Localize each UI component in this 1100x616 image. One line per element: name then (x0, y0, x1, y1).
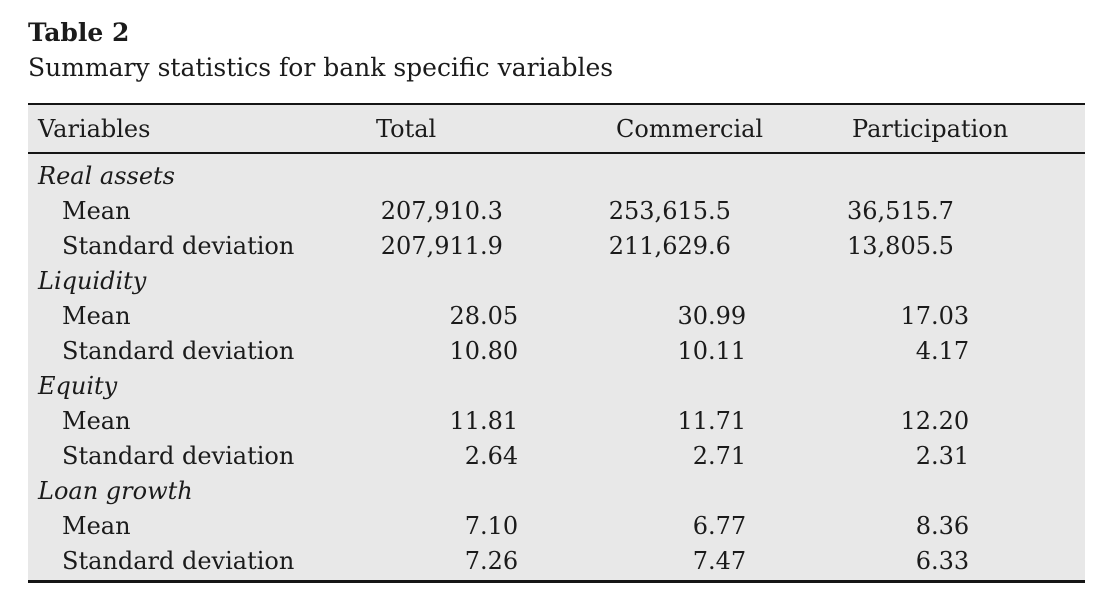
value-participation-int: 36,515 (847, 197, 931, 225)
table-caption: Table 2 Summary statistics for bank spec… (28, 16, 613, 86)
value-total-frac: .3 (480, 197, 503, 225)
value-commercial-int: 30 (677, 302, 708, 330)
value-total-frac: .26 (480, 547, 519, 575)
value-total-int: 28 (449, 302, 480, 330)
table-header-row: Variables Total Commercial Participation (28, 105, 1085, 154)
section-label: Equity (38, 372, 118, 400)
value-commercial-int: 2 (692, 442, 708, 470)
table-row-real-assets-sd: Standard deviation 207,911 .9 211,629 .6… (28, 229, 1085, 264)
row-label: Standard deviation (62, 232, 295, 260)
value-participation-int: 8 (915, 512, 931, 540)
value-commercial-int: 211,629 (608, 232, 708, 260)
value-commercial-frac: .71 (708, 442, 747, 470)
table-row-equity-sd: Standard deviation 2 .64 2 .71 2 .31 (28, 439, 1085, 474)
value-participation-frac: .7 (931, 197, 954, 225)
value-participation-int: 4 (915, 337, 931, 365)
value-participation-frac: .20 (931, 407, 970, 435)
table-row-liquidity-sd: Standard deviation 10 .80 10 .11 4 .17 (28, 334, 1085, 369)
value-commercial-int: 6 (692, 512, 708, 540)
table-row-equity-mean: Mean 11 .81 11 .71 12 .20 (28, 404, 1085, 439)
value-total-frac: .10 (480, 512, 519, 540)
section-row-real-assets: Real assets (28, 159, 1085, 194)
value-total-int: 2 (464, 442, 480, 470)
value-total-int: 10 (449, 337, 480, 365)
value-total-int: 207,910 (380, 197, 480, 225)
value-participation-frac: .03 (931, 302, 970, 330)
value-total-frac: .05 (480, 302, 519, 330)
row-label: Mean (62, 512, 131, 540)
value-participation-frac: .5 (931, 232, 954, 260)
value-commercial-frac: .6 (708, 232, 731, 260)
column-header-commercial: Commercial (616, 114, 764, 143)
row-label: Standard deviation (62, 337, 295, 365)
section-row-equity: Equity (28, 369, 1085, 404)
column-header-total: Total (376, 114, 437, 143)
value-total-frac: .9 (480, 232, 503, 260)
value-total-frac: .80 (480, 337, 519, 365)
section-row-loan-growth: Loan growth (28, 474, 1085, 509)
value-participation-frac: .17 (931, 337, 970, 365)
value-participation-frac: .33 (931, 547, 970, 575)
section-label: Real assets (38, 162, 175, 190)
value-commercial-frac: .5 (708, 197, 731, 225)
row-label: Standard deviation (62, 547, 295, 575)
value-participation-frac: .36 (931, 512, 970, 540)
value-total-int: 7 (464, 547, 480, 575)
value-participation-int: 13,805 (847, 232, 931, 260)
section-label: Liquidity (38, 267, 147, 295)
value-total-frac: .81 (480, 407, 519, 435)
value-total-frac: .64 (480, 442, 519, 470)
value-commercial-int: 11 (677, 407, 708, 435)
value-total-int: 207,911 (380, 232, 480, 260)
row-label: Standard deviation (62, 442, 295, 470)
section-row-liquidity: Liquidity (28, 264, 1085, 299)
value-participation-frac: .31 (931, 442, 970, 470)
table-body: Real assets Mean 207,910 .3 253,615 .5 3… (28, 154, 1085, 580)
value-total-int: 11 (449, 407, 480, 435)
table-row-loan-growth-sd: Standard deviation 7 .26 7 .47 6 .33 (28, 544, 1085, 579)
column-header-participation: Participation (852, 114, 1009, 143)
table-number: Table 2 (28, 18, 130, 47)
value-participation-int: 12 (900, 407, 931, 435)
table-row-loan-growth-mean: Mean 7 .10 6 .77 8 .36 (28, 509, 1085, 544)
value-commercial-int: 253,615 (608, 197, 708, 225)
row-label: Mean (62, 197, 131, 225)
value-participation-int: 17 (900, 302, 931, 330)
value-commercial-frac: .11 (708, 337, 747, 365)
value-participation-int: 6 (915, 547, 931, 575)
value-total-int: 7 (464, 512, 480, 540)
value-commercial-int: 7 (692, 547, 708, 575)
section-label: Loan growth (38, 477, 193, 505)
column-header-variables: Variables (38, 114, 151, 143)
value-commercial-int: 10 (677, 337, 708, 365)
value-commercial-frac: .99 (708, 302, 747, 330)
table-row-liquidity-mean: Mean 28 .05 30 .99 17 .03 (28, 299, 1085, 334)
summary-statistics-table: Variables Total Commercial Participation… (28, 103, 1085, 583)
value-participation-int: 2 (915, 442, 931, 470)
row-label: Mean (62, 302, 131, 330)
table-title: Summary statistics for bank specific var… (28, 53, 614, 82)
value-commercial-frac: .47 (708, 547, 747, 575)
table-row-real-assets-mean: Mean 207,910 .3 253,615 .5 36,515 .7 (28, 194, 1085, 229)
row-label: Mean (62, 407, 131, 435)
value-commercial-frac: .77 (708, 512, 747, 540)
value-commercial-frac: .71 (708, 407, 747, 435)
